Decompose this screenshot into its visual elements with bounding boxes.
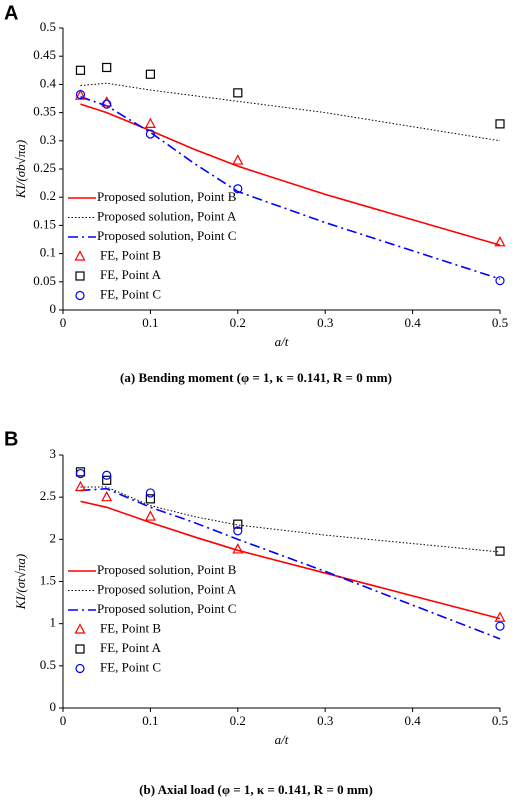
y-tick-label: 2: [50, 530, 57, 545]
data-point: [495, 546, 505, 556]
series-line: [80, 103, 501, 246]
x-tick-label: 0.2: [230, 713, 246, 728]
data-point: [495, 276, 505, 286]
legend-label: Proposed solution, Point A: [97, 208, 237, 223]
legend-marker: [74, 250, 86, 261]
legend-label: Proposed solution, Point C: [97, 228, 236, 243]
legend-label: FE, Point A: [100, 267, 162, 282]
data-point: [494, 611, 506, 622]
y-tick-label: 1.5: [40, 572, 56, 587]
x-tick-label: 0.3: [317, 315, 333, 330]
data-point: [233, 88, 243, 98]
x-tick-label: 0.2: [230, 315, 246, 330]
legend-label: Proposed solution, Point B: [97, 189, 237, 204]
x-tick-label: 0.4: [404, 315, 421, 330]
legend-marker: [75, 663, 85, 674]
data-point: [233, 526, 243, 536]
caption: (a) Bending moment (φ = 1, κ = 0.141, R …: [120, 370, 392, 385]
y-tick-label: 1: [50, 615, 57, 630]
y-tick-label: 0.1: [40, 245, 56, 260]
y-axis-label: KI/(σb√πa): [13, 140, 28, 199]
y-axis-label: KI/(σt√πa): [13, 554, 28, 610]
data-point: [494, 236, 506, 247]
data-point: [495, 621, 505, 631]
data-point: [101, 96, 113, 107]
data-point: [75, 89, 86, 100]
legend-marker: [75, 271, 85, 281]
y-tick-label: 0: [50, 699, 57, 714]
panel-label: B: [4, 428, 18, 450]
data-point: [232, 154, 244, 165]
data-point: [75, 65, 86, 75]
y-tick-label: 0.45: [33, 47, 56, 62]
y-tick-label: 0.25: [33, 160, 56, 175]
data-point: [74, 480, 86, 492]
data-point: [233, 519, 243, 529]
data-point: [75, 468, 86, 479]
series-line: [80, 486, 501, 553]
y-tick-label: 3: [50, 446, 57, 461]
legend-label: FE, Point C: [100, 286, 161, 301]
legend-label: Proposed solution, Point C: [97, 601, 236, 616]
data-point: [144, 117, 156, 128]
x-tick-label: 0.3: [317, 713, 333, 728]
legend-marker: [74, 623, 86, 634]
legend-marker: [75, 644, 85, 654]
data-point: [145, 69, 155, 79]
caption: (b) Axial load (φ = 1, κ = 0.141, R = 0 …: [139, 782, 373, 797]
x-tick-label: 0.1: [142, 713, 158, 728]
data-point: [74, 89, 86, 100]
series-line: [80, 487, 501, 640]
x-tick-label: 0.1: [142, 315, 158, 330]
y-tick-label: 0: [50, 301, 57, 316]
legend-label: FE, Point B: [100, 620, 161, 635]
series-line: [80, 82, 501, 142]
legend-label: FE, Point C: [100, 659, 161, 674]
data-point: [144, 510, 156, 521]
y-tick-label: 0.2: [40, 188, 56, 203]
x-tick-label: 0: [60, 713, 67, 728]
legend-marker: [75, 290, 85, 301]
legend-label: Proposed solution, Point A: [97, 581, 237, 596]
data-point: [232, 543, 244, 554]
x-tick-label: 0.4: [404, 713, 421, 728]
x-tick-label: 0.5: [492, 713, 508, 728]
legend-label: FE, Point B: [100, 247, 161, 262]
y-tick-label: 0.35: [33, 104, 56, 119]
y-tick-label: 0.05: [33, 273, 56, 288]
data-point: [145, 129, 155, 139]
series-line: [80, 500, 501, 620]
data-point: [102, 62, 112, 73]
y-tick-label: 0.4: [40, 75, 57, 90]
y-tick-label: 0.3: [40, 132, 56, 147]
x-tick-label: 0.5: [492, 315, 508, 330]
data-point: [145, 494, 155, 504]
data-point: [495, 119, 505, 129]
x-axis-label: a/t: [275, 732, 289, 747]
y-tick-label: 0.5: [40, 19, 56, 34]
data-point: [102, 470, 112, 480]
data-point: [101, 490, 113, 502]
legend-label: Proposed solution, Point B: [97, 562, 237, 577]
data-point: [102, 475, 112, 485]
y-tick-label: 0.5: [40, 657, 56, 672]
y-tick-label: 0.15: [33, 216, 56, 231]
x-tick-label: 0: [60, 315, 67, 330]
data-point: [102, 99, 112, 109]
y-tick-label: 2.5: [40, 488, 56, 503]
data-point: [145, 488, 155, 498]
x-axis-label: a/t: [275, 334, 289, 349]
panel-label: A: [4, 2, 18, 24]
legend-label: FE, Point A: [100, 640, 162, 655]
data-point: [233, 184, 243, 194]
